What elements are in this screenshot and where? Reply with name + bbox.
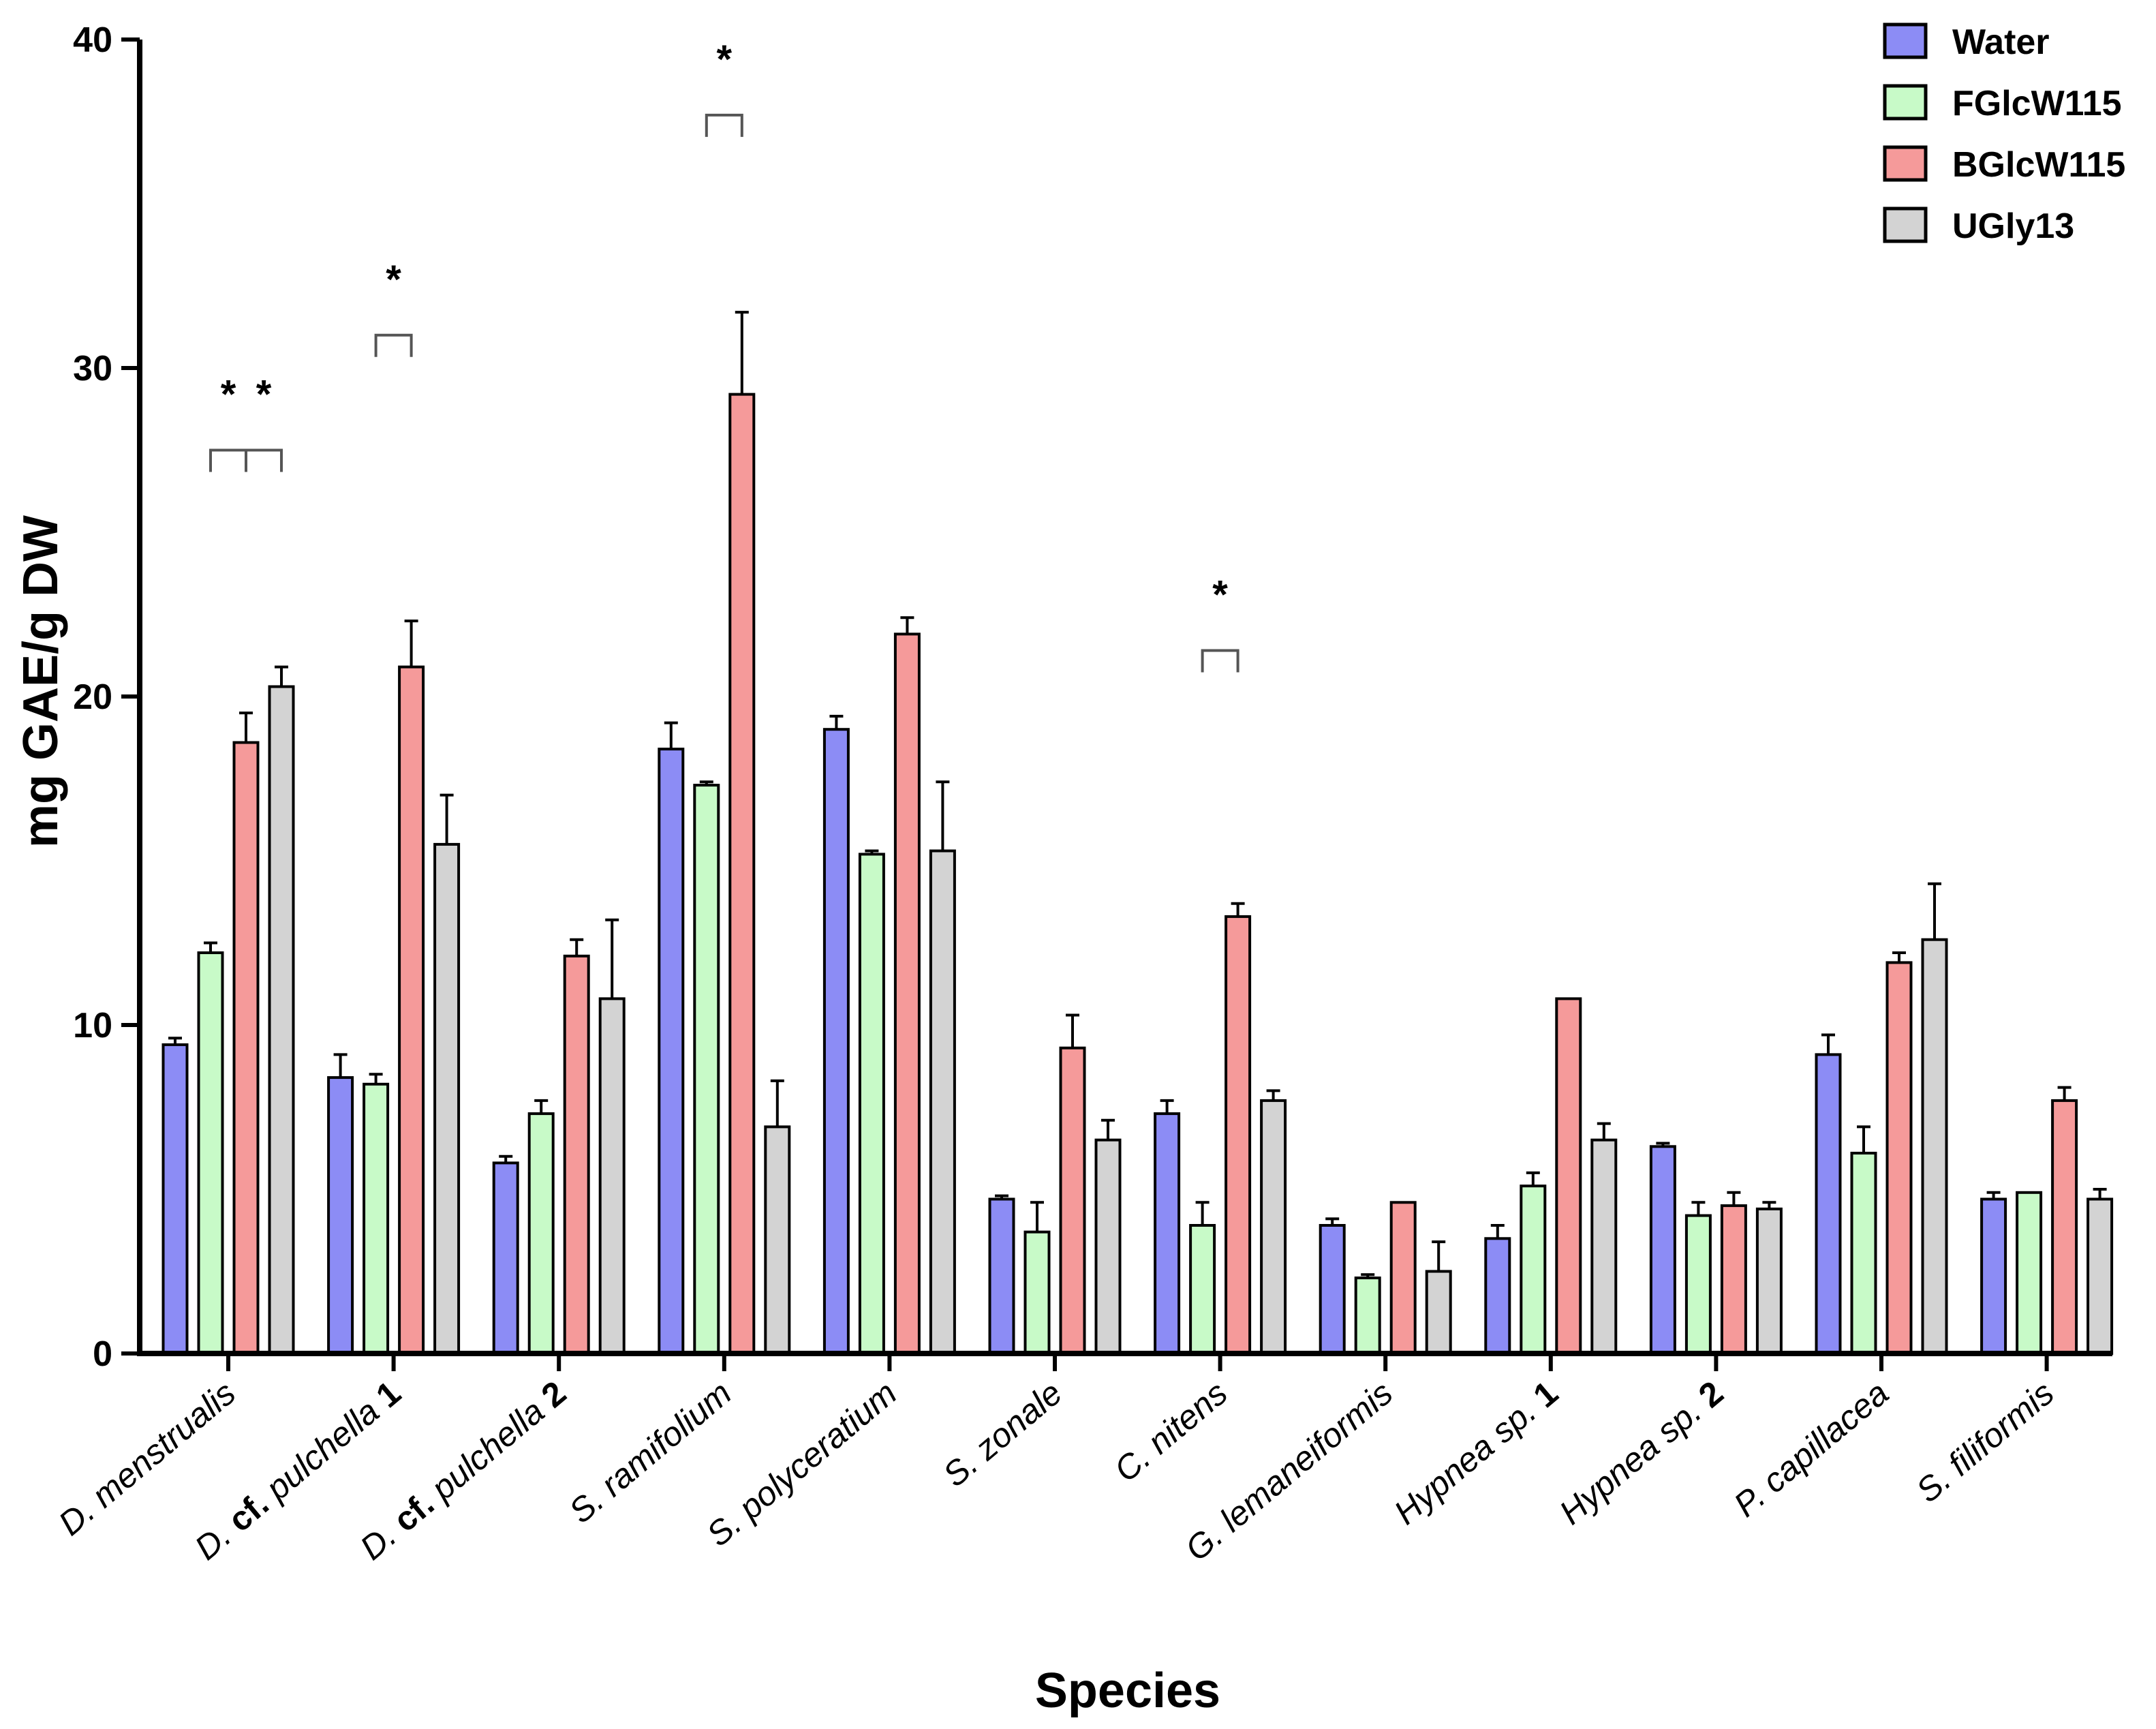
bars-layer — [161, 311, 2114, 1356]
legend-swatch-water — [1883, 22, 1928, 59]
bar-ugly13-3 — [764, 1125, 791, 1356]
bar-fglcw115-5 — [1023, 1230, 1051, 1355]
y-axis-title: mg GAE/g DW — [14, 515, 68, 848]
bar-fglcw115-11 — [2016, 1191, 2043, 1356]
bar-ugly13-9 — [1755, 1207, 1783, 1356]
bar-bglcw115-0 — [232, 741, 260, 1355]
x-tick-label: S. ramifolium — [561, 1374, 738, 1531]
bar-bglcw115-4 — [893, 632, 921, 1355]
bar-bglcw115-7 — [1389, 1201, 1417, 1356]
bar-bglcw115-10 — [1885, 961, 1913, 1355]
significance-bracket — [1201, 649, 1239, 673]
bar-fglcw115-4 — [858, 853, 885, 1355]
bar-bglcw115-1 — [398, 665, 425, 1355]
bar-fglcw115-3 — [693, 784, 720, 1355]
x-tick-label: S. zonale — [936, 1374, 1069, 1495]
x-axis-title: Species — [1035, 1664, 1220, 1718]
legend-swatch-fglcw115 — [1883, 84, 1928, 121]
bar-ugly13-6 — [1260, 1099, 1287, 1356]
legend-label-fglcw115: FGlcW115 — [1952, 84, 2122, 123]
bar-ugly13-4 — [929, 849, 956, 1355]
bar-water-11 — [1980, 1197, 2007, 1355]
bar-water-6 — [1154, 1112, 1181, 1355]
significance-star: * — [221, 373, 236, 417]
bar-ugly13-11 — [2086, 1197, 2114, 1355]
x-tick-label: S. filiformis — [1909, 1374, 2061, 1510]
legend-swatch-bglcw115 — [1883, 145, 1928, 182]
x-tick-label: P. capillacea — [1727, 1374, 1896, 1525]
bar-bglcw115-2 — [563, 954, 590, 1356]
bar-water-1 — [327, 1076, 354, 1355]
bar-bglcw115-6 — [1225, 915, 1252, 1355]
bar-fglcw115-9 — [1684, 1214, 1712, 1355]
bar-water-9 — [1649, 1145, 1676, 1356]
y-tick-label: 10 — [73, 1006, 112, 1045]
legend: Water FGlcW115 BGlcW115 UGly13 — [1883, 22, 2125, 246]
bar-ugly13-7 — [1425, 1270, 1452, 1355]
x-tick-label: Hypnea sp. 2 — [1552, 1374, 1731, 1532]
y-tick-label: 20 — [73, 677, 112, 717]
bar-fglcw115-1 — [363, 1082, 390, 1356]
bar-water-5 — [988, 1197, 1015, 1355]
y-tick-label: 0 — [93, 1334, 112, 1374]
bar-fglcw115-0 — [197, 951, 224, 1355]
bar-bglcw115-5 — [1059, 1046, 1086, 1355]
y-ticks: 0 10 20 30 40 — [73, 20, 140, 1374]
legend-swatch-ugly13 — [1883, 206, 1928, 243]
bar-bglcw115-11 — [2051, 1099, 2078, 1356]
bar-water-7 — [1319, 1224, 1346, 1355]
x-tick-label: C. nitens — [1107, 1374, 1235, 1490]
bar-water-8 — [1484, 1237, 1511, 1356]
bar-ugly13-8 — [1590, 1138, 1618, 1355]
y-tick-label: 30 — [73, 349, 112, 388]
bar-bglcw115-9 — [1720, 1204, 1747, 1355]
bar-fglcw115-6 — [1189, 1224, 1216, 1355]
bar-ugly13-10 — [1921, 938, 1948, 1355]
bar-water-0 — [161, 1043, 189, 1356]
significance-bracket — [209, 448, 247, 472]
bar-ugly13-2 — [598, 997, 626, 1355]
bar-water-10 — [1815, 1053, 1842, 1356]
significance-star: * — [256, 373, 272, 417]
bar-fglcw115-2 — [527, 1112, 555, 1355]
bar-water-4 — [822, 728, 850, 1355]
significance-annotations: * * * * * — [209, 37, 1239, 673]
y-tick-label: 40 — [73, 20, 112, 60]
legend-label-ugly13: UGly13 — [1952, 206, 2074, 246]
legend-label-water: Water — [1952, 22, 2050, 62]
significance-bracket — [245, 448, 283, 472]
significance-bracket — [705, 113, 743, 137]
bar-bglcw115-3 — [728, 393, 756, 1355]
bar-ugly13-0 — [268, 685, 295, 1355]
legend-label-bglcw115: BGlcW115 — [1952, 145, 2125, 185]
x-tick-label: Hypnea sp. 1 — [1387, 1374, 1565, 1532]
bar-ugly13-1 — [433, 842, 461, 1355]
significance-star: * — [386, 258, 401, 302]
bar-fglcw115-10 — [1850, 1152, 1877, 1355]
bar-ugly13-5 — [1094, 1138, 1122, 1355]
bar-water-3 — [658, 748, 685, 1355]
bar-fglcw115-7 — [1354, 1276, 1381, 1355]
bar-water-2 — [492, 1161, 519, 1356]
bar-fglcw115-8 — [1520, 1184, 1547, 1355]
significance-bracket — [374, 333, 413, 357]
significance-star: * — [1212, 573, 1228, 617]
bar-bglcw115-8 — [1555, 997, 1582, 1355]
significance-star: * — [717, 37, 733, 82]
